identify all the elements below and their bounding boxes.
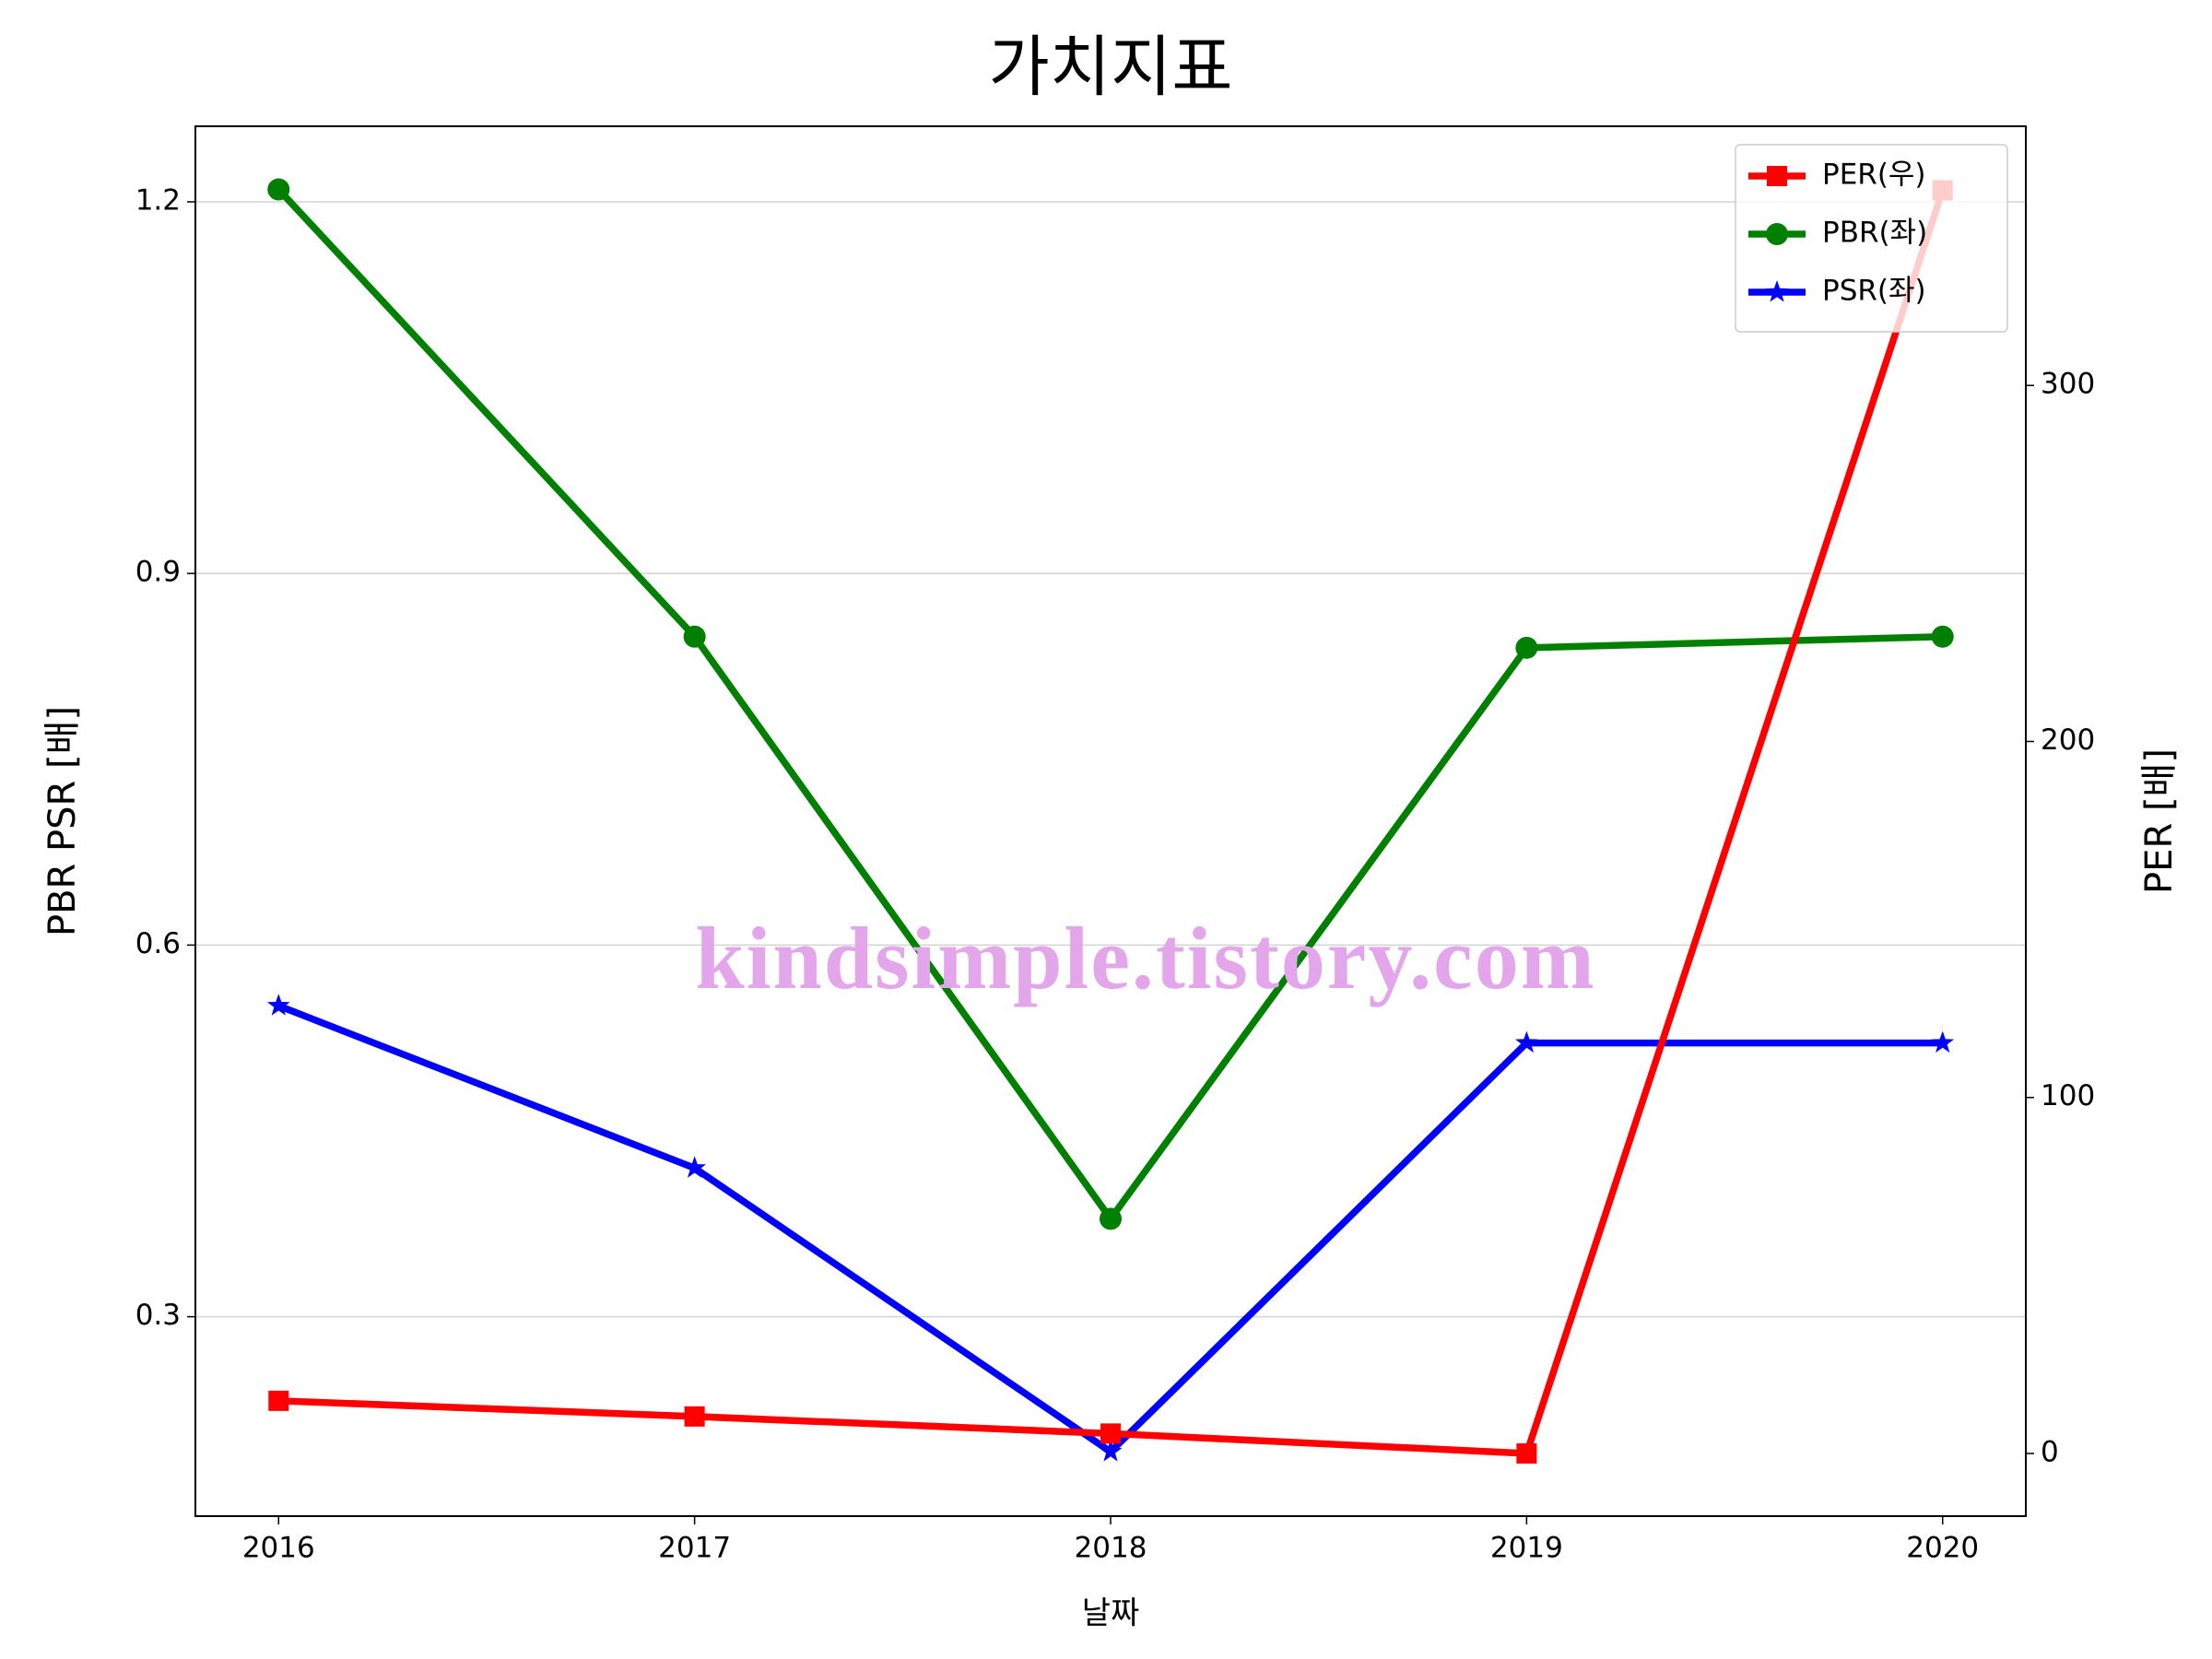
legend-label: PSR(좌) (1822, 275, 1926, 308)
x-tick-label: 2017 (658, 1532, 731, 1565)
y-axis-label: PBR PSR [배] (41, 706, 84, 936)
marker (683, 625, 706, 648)
y2-tick-label: 300 (2041, 368, 2095, 401)
legend-box (1735, 144, 2008, 333)
marker (267, 178, 290, 201)
plot-frame (194, 125, 2027, 1517)
legend-marker (1767, 166, 1787, 186)
legend-label: PER(우) (1822, 159, 1926, 192)
x-tick-label: 2016 (242, 1532, 315, 1565)
x-tick-label: 2018 (1075, 1532, 1147, 1565)
marker (684, 1406, 705, 1427)
y2-tick-label: 100 (2041, 1079, 2095, 1112)
y-tick-label: 0.9 (135, 556, 181, 589)
x-axis-label: 날짜 (1082, 1595, 1140, 1632)
marker (1100, 1423, 1121, 1444)
legend: PER(우) PBR(좌) PSR(좌) (1735, 144, 2008, 333)
y2-tick-label: 200 (2041, 724, 2095, 757)
y-tick-label: 0.6 (135, 927, 181, 960)
marker (266, 994, 290, 1016)
y2-tick-label: 0 (2041, 1436, 2059, 1469)
chart-title: 가치지표 (989, 29, 1233, 106)
marker (1931, 625, 1954, 648)
y-tick-label: 0.3 (135, 1299, 181, 1332)
marker (1931, 1030, 1955, 1053)
watermark: kindsimple.tistory.com (695, 909, 1595, 1007)
marker (683, 1156, 707, 1178)
marker (1516, 1443, 1537, 1465)
legend-marker (1766, 223, 1788, 245)
marker (1100, 1207, 1122, 1230)
legend-marker (1765, 280, 1789, 302)
y2-axis-label: PER [배] (2138, 748, 2181, 894)
marker (1515, 636, 1538, 659)
marker (1099, 1440, 1123, 1462)
marker (1514, 1030, 1538, 1053)
y-tick-label: 1.2 (135, 183, 181, 217)
legend-label: PBR(좌) (1822, 217, 1927, 250)
x-tick-label: 2019 (1490, 1532, 1563, 1565)
marker (268, 1390, 289, 1411)
x-tick-label: 2020 (1906, 1532, 1979, 1565)
